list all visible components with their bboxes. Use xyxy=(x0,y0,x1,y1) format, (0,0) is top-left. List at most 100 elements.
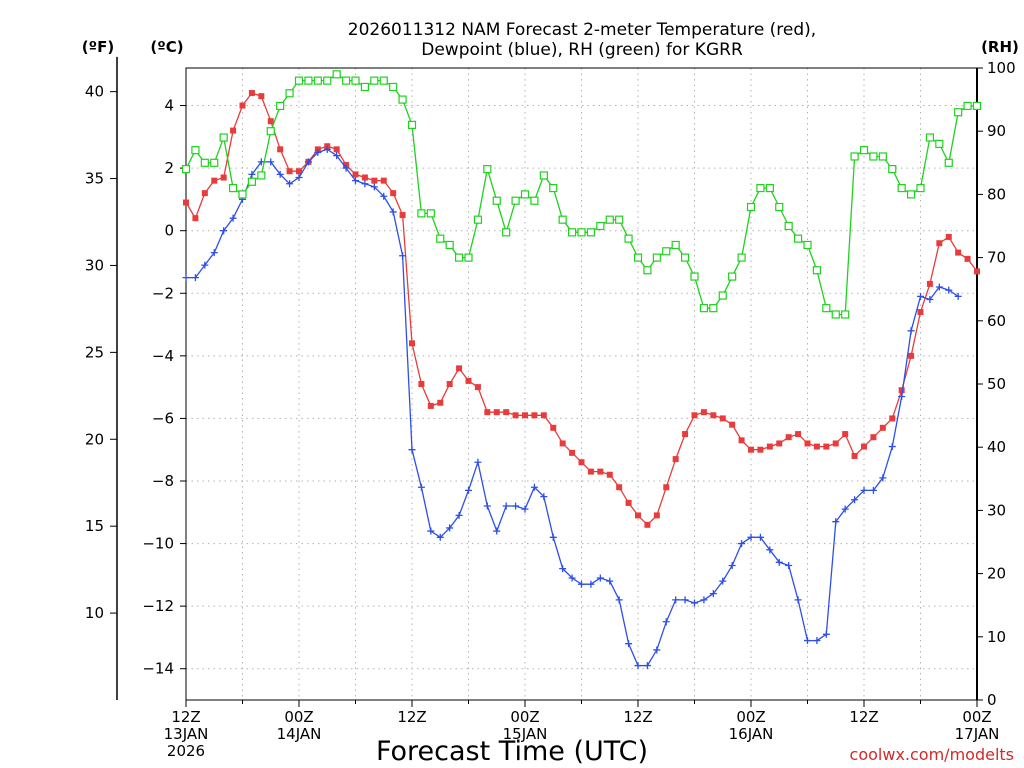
rh-point xyxy=(897,183,906,193)
temperature-point xyxy=(286,168,293,175)
temperature-point xyxy=(851,452,858,459)
temperature-point xyxy=(917,309,924,316)
dewpoint-point xyxy=(917,292,924,300)
unit-label-c: (ºC) xyxy=(150,38,183,56)
rh-point xyxy=(492,196,501,205)
rh-point xyxy=(417,209,426,218)
rh-point xyxy=(247,177,257,186)
rh-point xyxy=(407,120,417,129)
dewpoint-point xyxy=(888,443,896,451)
temperature-point xyxy=(766,443,773,450)
dewpoint-point xyxy=(738,540,746,548)
dewpoint-point xyxy=(945,286,953,294)
rh-point xyxy=(869,152,878,161)
temperature-point xyxy=(352,171,359,178)
rh-point xyxy=(775,202,784,212)
temperature-point xyxy=(974,268,980,275)
dewpoint-point xyxy=(578,580,585,588)
dewpoint-point xyxy=(907,327,915,335)
dewpoint-point xyxy=(540,493,548,501)
dewpoint-point xyxy=(898,393,906,401)
rh-point xyxy=(746,202,756,212)
rh-point xyxy=(266,127,275,136)
temperature-point xyxy=(813,443,820,450)
rh-tick-label: 70 xyxy=(987,249,1006,267)
dewpoint-point xyxy=(295,174,303,182)
rh-point xyxy=(313,76,322,85)
x-tick-label: 17JAN xyxy=(955,725,1000,743)
dewpoint-point xyxy=(879,474,887,482)
rh-point xyxy=(822,304,831,313)
temperature-point xyxy=(418,381,425,387)
dewpoint-point xyxy=(822,630,830,638)
watermark: coolwx.com/modelts xyxy=(850,745,1014,764)
temperature-point xyxy=(409,340,415,347)
rh-point xyxy=(916,183,925,193)
unit-label-f: (ºF) xyxy=(82,38,114,56)
rh-point xyxy=(615,215,624,224)
dewpoint-point xyxy=(191,274,199,282)
rh-point xyxy=(520,190,530,199)
dewpoint-point xyxy=(794,596,802,604)
rh-point xyxy=(567,228,577,237)
rh-point xyxy=(793,234,803,243)
rh-point xyxy=(803,240,812,250)
dewpoint-point xyxy=(493,527,501,535)
rh-point xyxy=(276,101,285,111)
dewpoint-point xyxy=(926,296,934,304)
rh-point xyxy=(812,266,822,275)
c-tick-label: −2 xyxy=(152,284,174,302)
temperature-point xyxy=(653,512,660,519)
c-tick-label: −6 xyxy=(152,409,174,427)
dewpoint-point xyxy=(860,486,868,494)
rh-point xyxy=(680,253,690,262)
rh-point xyxy=(690,272,699,281)
temperature-point xyxy=(804,440,811,447)
temperature-point xyxy=(842,431,849,438)
temperature-point xyxy=(748,446,754,453)
rh-point xyxy=(841,310,850,319)
temperature-point xyxy=(211,177,218,184)
temperature-point xyxy=(625,499,632,506)
dewpoint-point xyxy=(643,662,651,670)
rh-point xyxy=(765,183,774,193)
dewpoint-point xyxy=(747,533,755,541)
rh-point xyxy=(294,76,304,85)
dewpoint-point xyxy=(700,596,708,604)
rh-point xyxy=(304,76,313,85)
temperature-point xyxy=(682,431,689,438)
rh-point xyxy=(464,253,473,262)
dewpoint-point xyxy=(625,640,633,648)
temperature-point xyxy=(776,440,783,447)
temperature-point xyxy=(503,409,510,416)
rh-point xyxy=(473,215,483,224)
dewpoint-point xyxy=(474,458,482,466)
rh-point xyxy=(878,152,887,161)
dewpoint-point xyxy=(210,249,218,257)
rh-point xyxy=(888,165,897,174)
dewpoint-point xyxy=(342,164,350,172)
x-tick-label: 00Z xyxy=(736,708,765,726)
data-series xyxy=(181,71,982,670)
rh-point xyxy=(530,196,539,205)
dewpoint-point xyxy=(568,574,576,582)
dewpoint-point xyxy=(869,486,877,494)
c-tick-label: −4 xyxy=(152,347,174,365)
rh-point xyxy=(718,291,727,300)
temperature-point xyxy=(616,484,623,491)
temperature-point xyxy=(700,409,707,416)
dewpoint-point xyxy=(662,618,670,626)
temperature-point xyxy=(267,118,274,125)
rh-point xyxy=(181,165,191,174)
dewpoint-point xyxy=(512,502,520,510)
temperature-point xyxy=(427,402,434,409)
dewpoint-point xyxy=(596,574,604,582)
temperature-point xyxy=(587,468,594,475)
dewpoint-point xyxy=(841,505,849,513)
chart-title-line1: 2026011312 NAM Forecast 2-meter Temperat… xyxy=(348,20,816,40)
dewpoint-point xyxy=(408,446,416,454)
f-tick-label: 20 xyxy=(85,430,104,448)
temperature-point xyxy=(192,215,199,222)
temperature-point xyxy=(795,431,802,438)
